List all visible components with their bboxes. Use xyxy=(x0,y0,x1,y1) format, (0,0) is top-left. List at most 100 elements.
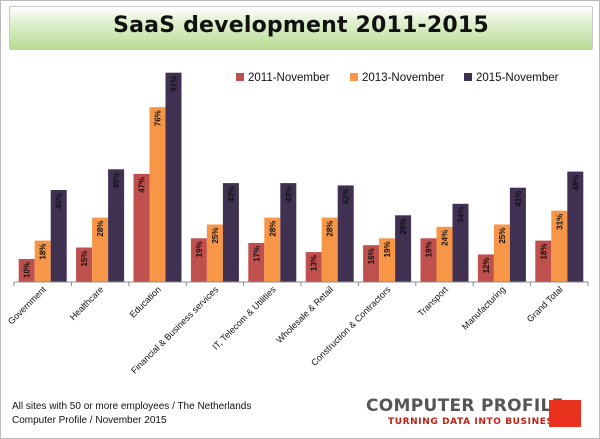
bar xyxy=(149,107,166,282)
logo-tagline: TURNING DATA INTO BUSINESS xyxy=(388,417,561,427)
bar-group: 19% 25% 43% xyxy=(190,183,239,282)
bar xyxy=(50,190,67,282)
data-label: 43% xyxy=(227,186,236,202)
data-label: 28% xyxy=(96,221,105,237)
legend-label: 2013-November xyxy=(362,72,445,84)
bar xyxy=(264,217,281,282)
data-label: 41% xyxy=(514,191,523,207)
data-label: 43% xyxy=(284,186,293,202)
data-label: 48% xyxy=(571,175,580,191)
data-label: 13% xyxy=(310,255,319,271)
data-label: 25% xyxy=(498,228,507,244)
footer-line-2: Computer Profile / November 2015 xyxy=(12,415,167,426)
data-label: 19% xyxy=(195,241,204,257)
bar xyxy=(305,252,322,282)
bar xyxy=(420,238,437,282)
data-label: 40% xyxy=(55,193,64,209)
data-label: 24% xyxy=(441,230,450,246)
bar xyxy=(493,224,510,282)
data-label: 91% xyxy=(170,76,179,92)
bar xyxy=(76,247,93,282)
bar xyxy=(509,187,526,282)
bar xyxy=(477,254,494,282)
legend-item: 2011-November xyxy=(236,72,330,84)
bar xyxy=(34,240,51,282)
bar-group: 17% 28% 43% xyxy=(248,183,297,282)
legend-item: 2015-November xyxy=(464,72,559,84)
legend-label: 2011-November xyxy=(248,72,330,84)
bar xyxy=(379,238,396,282)
category-label: Manufacturing xyxy=(460,284,507,331)
bar xyxy=(222,183,239,282)
data-label: 31% xyxy=(555,214,564,230)
footer-line-1: All sites with 50 or more employees / Th… xyxy=(12,401,252,412)
data-label: 19% xyxy=(383,241,392,257)
chart-title: SaaS development 2011-2015 xyxy=(113,13,489,38)
category-label: Grand Total xyxy=(525,284,565,324)
bar xyxy=(280,183,297,282)
bar xyxy=(337,185,354,282)
bar xyxy=(206,224,223,282)
data-label: 76% xyxy=(154,110,163,126)
category-label: Education xyxy=(128,284,163,319)
bar-groups: 10% 18% 40% 15% 28% 49% 47% 76% 91% 19% 25% 43% 17% 2… xyxy=(18,72,584,282)
data-label: 28% xyxy=(326,221,335,237)
bar-group: 47% 76% 91% xyxy=(133,72,182,282)
category-label: IT, Telecom & Utilities xyxy=(210,284,278,352)
legend-swatch xyxy=(464,73,472,81)
data-label: 10% xyxy=(23,262,32,278)
bar xyxy=(395,215,412,282)
data-label: 47% xyxy=(138,177,147,193)
data-label: 18% xyxy=(539,244,548,260)
bar-group: 10% 18% 40% xyxy=(18,190,67,282)
data-label: 42% xyxy=(342,188,351,204)
bar xyxy=(567,171,584,282)
category-label: Transport xyxy=(416,284,450,318)
bar-group: 15% 28% 49% xyxy=(76,169,125,282)
legend-swatch xyxy=(236,73,244,81)
logo-name: COMPUTER PROFILE xyxy=(366,396,564,416)
bar xyxy=(452,203,469,282)
data-label: 17% xyxy=(252,246,261,262)
bar xyxy=(108,169,125,282)
data-label: 19% xyxy=(425,241,434,257)
bar-group: 19% 24% 34% xyxy=(420,203,469,282)
bar-group: 13% 28% 42% xyxy=(305,185,354,282)
logo-square-icon xyxy=(549,400,581,427)
bar xyxy=(190,238,207,282)
legend-item: 2013-November xyxy=(350,72,445,84)
data-label: 28% xyxy=(268,221,277,237)
footer-note: All sites with 50 or more employees / Th… xyxy=(12,400,251,428)
bar-group: 12% 25% 41% xyxy=(477,187,526,282)
title-band: SaaS development 2011-2015 xyxy=(9,6,593,50)
data-label: 18% xyxy=(39,244,48,260)
data-label: 49% xyxy=(112,172,121,188)
bar-group: 18% 31% 48% xyxy=(535,171,584,282)
chart-legend: 2011-November 2013-November 2015-November xyxy=(236,72,559,84)
bar xyxy=(133,173,150,282)
bar xyxy=(535,240,552,282)
bar xyxy=(92,217,109,282)
bar xyxy=(248,242,265,282)
category-label: Healthcare xyxy=(68,284,106,322)
category-label: Government xyxy=(6,284,48,326)
bar-group: 16% 19% 29% xyxy=(363,215,412,282)
bar xyxy=(363,245,380,282)
company-logo: COMPUTER PROFILE TURNING DATA INTO BUSIN… xyxy=(366,396,588,432)
bar xyxy=(18,259,35,282)
data-label: 12% xyxy=(482,257,491,273)
data-label: 34% xyxy=(457,207,466,223)
bar xyxy=(165,72,182,282)
legend-label: 2015-November xyxy=(476,72,559,84)
bar xyxy=(551,210,568,282)
legend-swatch xyxy=(350,73,358,81)
data-label: 25% xyxy=(211,228,220,244)
data-label: 29% xyxy=(399,218,408,234)
data-label: 16% xyxy=(367,248,376,264)
bar xyxy=(436,226,453,282)
bar xyxy=(321,217,338,282)
data-label: 15% xyxy=(80,251,89,267)
category-label: Wholesale & Retail xyxy=(274,284,335,345)
